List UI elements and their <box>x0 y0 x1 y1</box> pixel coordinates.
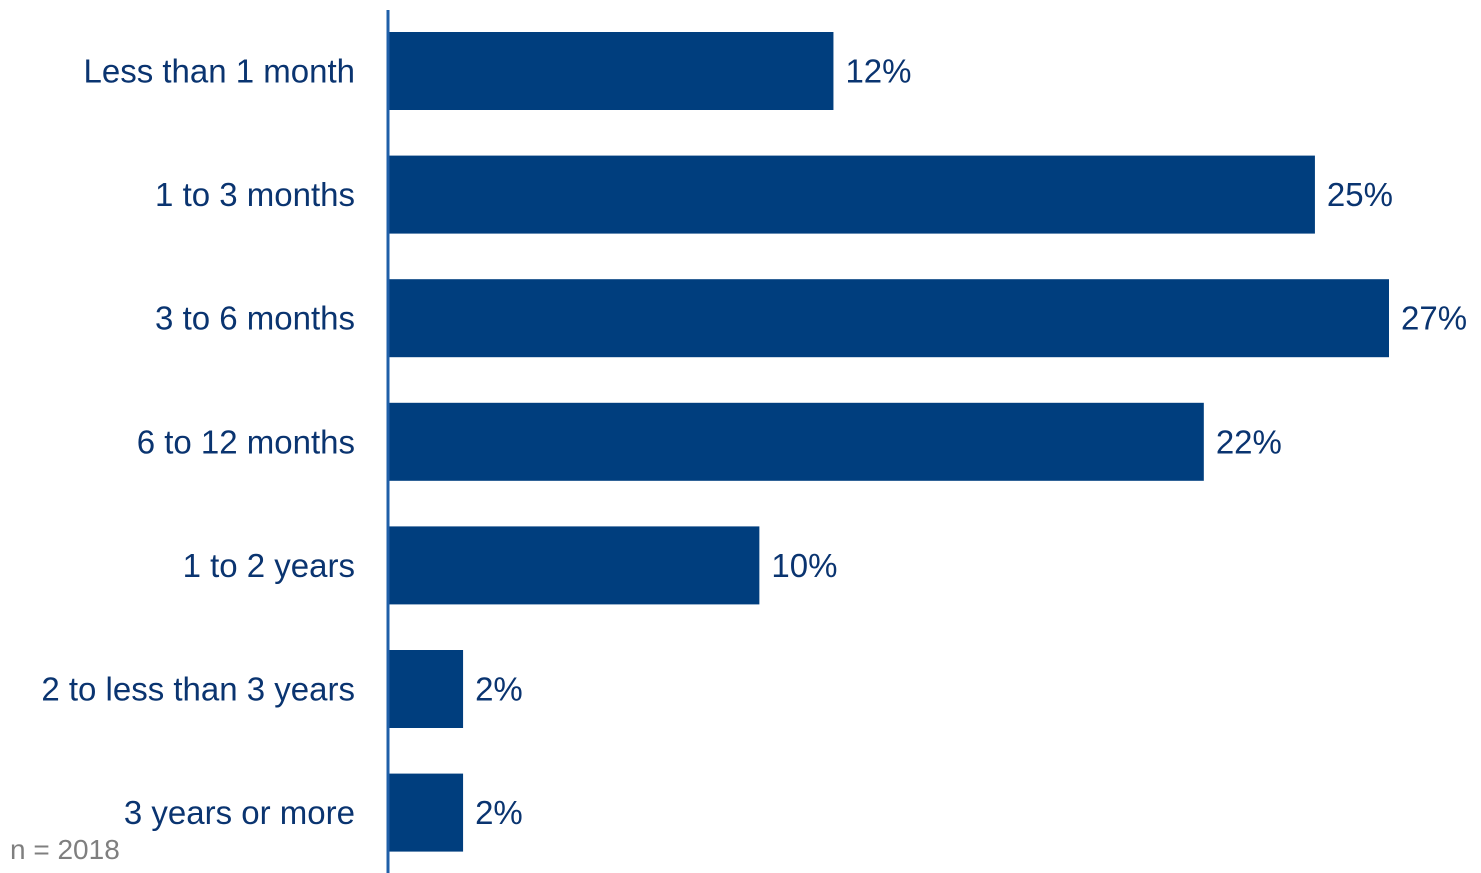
value-label-0: 12% <box>845 53 911 90</box>
category-label-1: 1 to 3 months <box>155 176 355 213</box>
bars-group <box>389 32 1389 852</box>
category-label-2: 3 to 6 months <box>155 300 355 337</box>
bar-5 <box>389 650 464 728</box>
bar-4 <box>389 526 760 605</box>
category-label-0: Less than 1 month <box>83 53 355 90</box>
value-label-6: 2% <box>475 794 523 831</box>
category-label-3: 6 to 12 months <box>137 423 355 460</box>
value-labels-group: 12% 25% 27% 22% 10% 2% 2% <box>475 53 1467 832</box>
sample-size-note: n = 2018 <box>10 834 120 865</box>
category-labels-group: Less than 1 month 1 to 3 months 3 to 6 mon… <box>41 53 355 832</box>
value-label-1: 25% <box>1327 176 1393 213</box>
value-label-2: 27% <box>1401 300 1467 337</box>
category-label-5: 2 to less than 3 years <box>41 671 355 708</box>
bar-6 <box>389 773 464 852</box>
bar-0 <box>389 32 834 110</box>
category-label-4: 1 to 2 years <box>183 547 355 584</box>
bar-2 <box>389 279 1389 358</box>
bar-1 <box>389 155 1315 234</box>
bar-3 <box>389 402 1204 481</box>
value-label-4: 10% <box>771 547 837 584</box>
value-label-3: 22% <box>1216 423 1282 460</box>
category-label-6: 3 years or more <box>124 794 355 831</box>
value-label-5: 2% <box>475 671 523 708</box>
